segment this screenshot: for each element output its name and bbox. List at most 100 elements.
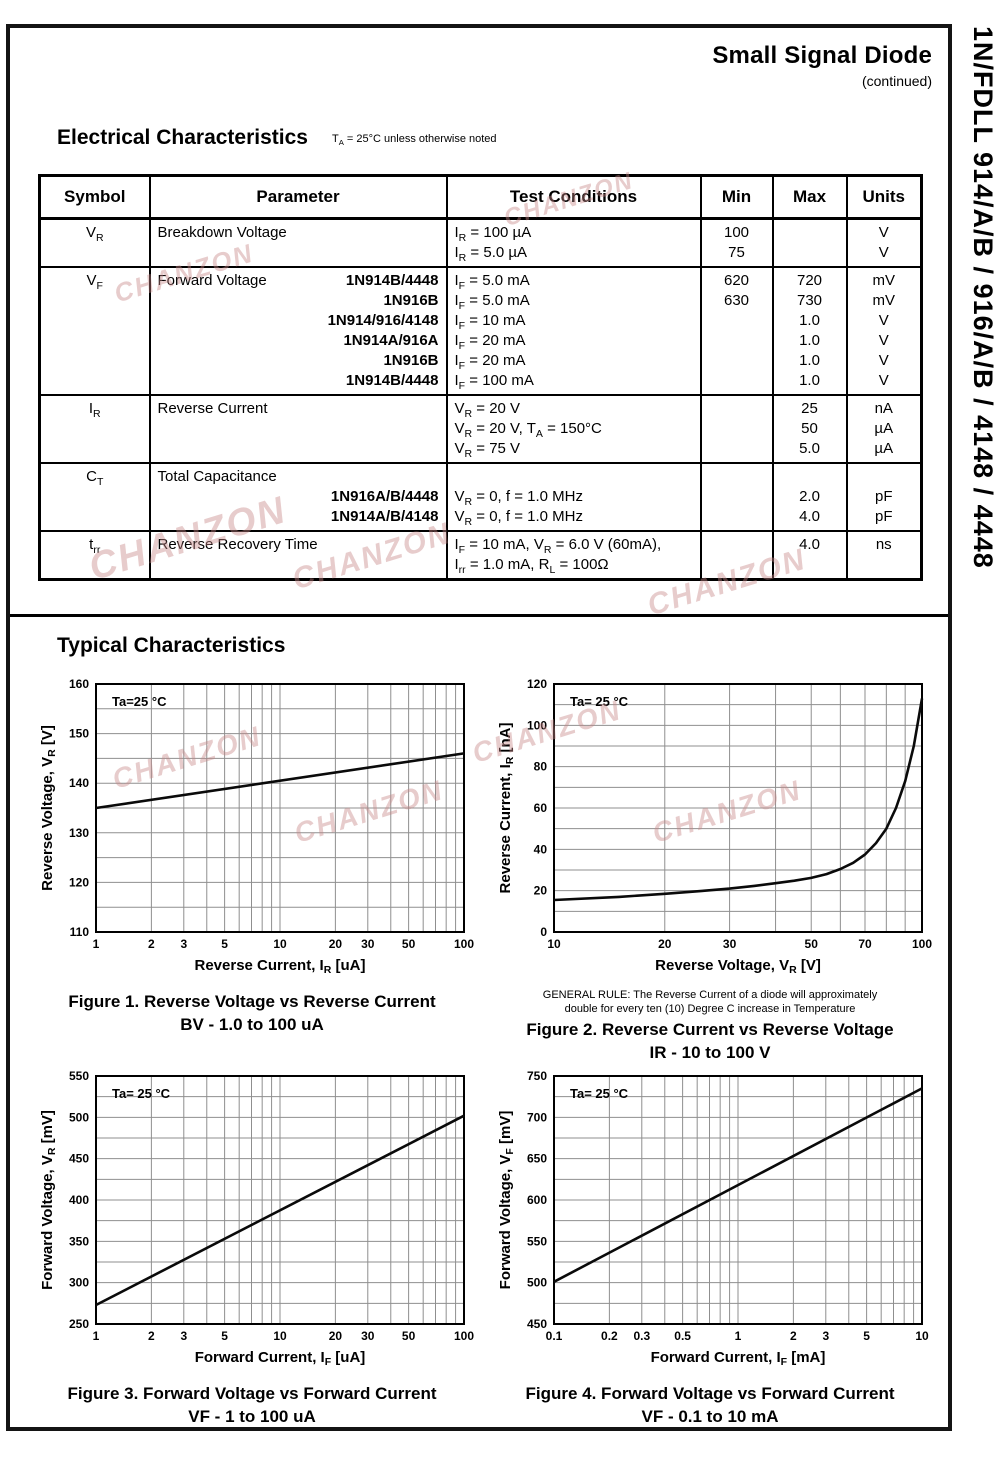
y-tick-label: 350 xyxy=(69,1234,89,1248)
electrical-characteristics-heading: Electrical Characteristics TA = 25°C unle… xyxy=(57,126,497,150)
device-name: 1N914A/916A xyxy=(343,332,439,349)
page-header: Small Signal Diode (continued) xyxy=(712,42,932,89)
y-tick-label: 600 xyxy=(527,1193,547,1207)
figure-4-caption-line: VF - 0.1 to 10 mA xyxy=(641,1407,779,1426)
max-cell: 2.0 4.0 xyxy=(771,463,848,531)
x-tick-label: 10 xyxy=(273,1329,287,1343)
parameter-cell: Reverse Recovery Time xyxy=(148,531,448,580)
test-conditions-cell: VR = 0, f = 1.0 MHz VR = 0, f = 1.0 MHz xyxy=(445,463,702,531)
x-tick-label: 10 xyxy=(273,937,287,951)
test-conditions-cell: VR = 20 V VR = 20 V, TA = 150°C VR = 75 V xyxy=(445,395,702,463)
x-axis-label: Reverse Voltage, VR [V] xyxy=(655,957,821,976)
min-cell xyxy=(699,463,774,531)
x-tick-label: 70 xyxy=(858,937,872,951)
figure-3-chart: 1 2 3 5 10 20 30 50 100 250 300 350 400 450 500 550 Ta= … xyxy=(39,1069,474,1368)
units-cell: ns xyxy=(845,531,923,580)
x-tick-label: 1 xyxy=(93,937,100,951)
x-axis-label: Reverse Current, IR [uA] xyxy=(195,957,366,976)
y-tick-label: 650 xyxy=(527,1152,547,1166)
test-conditions-cell: IF = 5.0 mA IF = 5.0 mA IF = 10 mA IF = 20 … xyxy=(445,267,702,395)
parameter-name: Reverse Recovery Time xyxy=(157,536,318,553)
x-tick-label: 30 xyxy=(723,937,737,951)
y-tick-label: 250 xyxy=(69,1317,89,1331)
section-title-electrical: Electrical Characteristics xyxy=(57,126,308,149)
figures-grid: 1 2 3 5 10 20 30 50 100 110 120 130 140 150 160 Ta=25 °… xyxy=(24,676,942,1460)
y-tick-label: 450 xyxy=(527,1317,547,1331)
figure-3-caption-line: VF - 1 to 100 uA xyxy=(188,1407,316,1426)
min-cell: 620 630 xyxy=(699,267,774,395)
y-tick-label: 110 xyxy=(70,925,90,939)
x-tick-label: 10 xyxy=(915,1329,929,1343)
plot-border xyxy=(553,1075,923,1325)
x-tick-label: 50 xyxy=(402,937,416,951)
device-name: 1N914A/B/4148 xyxy=(330,508,439,525)
table-row: CT Total Capacitance 1N916A/B/4448 1N914A/B… xyxy=(38,463,923,531)
y-tick-label: 450 xyxy=(69,1152,89,1166)
device-name: 1N914B/4448 xyxy=(345,372,439,389)
parameter-name: Reverse Current xyxy=(157,400,268,417)
table-row: trr Reverse Recovery Time IF = 10 mA, VR =… xyxy=(38,531,923,580)
units-cell: nA µA µA xyxy=(845,395,923,463)
column-header-test-conditions: Test Conditions xyxy=(445,175,702,219)
figure-3-caption: Figure 3. Forward Voltage vs Forward Cur… xyxy=(24,1382,480,1428)
x-tick-label: 20 xyxy=(329,1329,343,1343)
parameter-cell: Total Capacitance 1N916A/B/4448 1N914A/B/4… xyxy=(148,463,448,531)
figure-4-caption-line: Figure 4. Forward Voltage vs Forward Cur… xyxy=(525,1384,895,1403)
section-divider xyxy=(10,614,948,617)
test-conditions-cell: IR = 100 µA IR = 5.0 µA xyxy=(445,218,702,267)
x-tick-label: 5 xyxy=(221,1329,228,1343)
figure-2-caption-line: Figure 2. Reverse Current vs Reverse Vol… xyxy=(526,1020,894,1039)
y-tick-label: 40 xyxy=(534,842,548,856)
symbol-cell: IR xyxy=(38,395,151,463)
figure-4: 0.1 0.2 0.3 0.5 1 2 3 5 10 450 500 550 600 650 700 750 T… xyxy=(482,1068,938,1460)
figure-1-caption: Figure 1. Reverse Voltage vs Reverse Cur… xyxy=(24,990,480,1036)
min-cell: 100 75 xyxy=(699,218,774,267)
figure-2-caption-line: IR - 10 to 100 V xyxy=(649,1043,771,1062)
y-tick-label: 60 xyxy=(534,801,548,815)
max-cell: 4.0 xyxy=(771,531,848,580)
x-tick-label: 30 xyxy=(361,1329,375,1343)
page-subtitle-continued: (continued) xyxy=(861,73,932,89)
parameter-name: Breakdown Voltage xyxy=(157,224,287,241)
x-tick-label: 10 xyxy=(547,937,561,951)
y-tick-label: 750 xyxy=(527,1069,547,1083)
plot-border xyxy=(95,1075,465,1325)
page-title: Small Signal Diode xyxy=(712,42,932,69)
figure-2-general-rule-note: GENERAL RULE: The Reverse Current of a d… xyxy=(542,989,878,1001)
device-name: 1N914/916/4148 xyxy=(327,312,439,329)
y-tick-label: 160 xyxy=(69,677,89,691)
x-tick-label: 3 xyxy=(180,937,187,951)
y-tick-label: 500 xyxy=(527,1276,547,1290)
x-tick-label: 2 xyxy=(148,937,155,951)
y-tick-label: 500 xyxy=(69,1110,89,1124)
x-tick-label: 3 xyxy=(180,1329,187,1343)
x-axis-label: Forward Current, IF [uA] xyxy=(195,1349,366,1368)
y-tick-label: 700 xyxy=(527,1110,547,1124)
figure-4-chart: 0.1 0.2 0.3 0.5 1 2 3 5 10 450 500 550 600 650 700 750 T… xyxy=(497,1069,929,1368)
part-number-vertical: 1N/FDLL 914/A/B / 916/A/B / 4148 / 4448 xyxy=(968,26,998,569)
x-tick-label: 1 xyxy=(93,1329,100,1343)
x-tick-label: 20 xyxy=(658,937,672,951)
x-tick-label: 1 xyxy=(735,1329,742,1343)
figure-3-caption-line: Figure 3. Forward Voltage vs Forward Cur… xyxy=(67,1384,437,1403)
device-name: 1N916B xyxy=(383,352,439,369)
symbol-cell: trr xyxy=(38,531,151,580)
max-cell: 720 730 1.0 1.0 1.0 1.0 xyxy=(771,267,848,395)
x-tick-label: 100 xyxy=(454,937,474,951)
max-cell xyxy=(771,218,848,267)
device-name: 1N916A/B/4448 xyxy=(330,488,439,505)
y-tick-label: 400 xyxy=(69,1193,89,1207)
figure-4-data-line xyxy=(553,1087,923,1283)
y-tick-label: 20 xyxy=(534,884,548,898)
x-tick-label: 30 xyxy=(361,937,375,951)
x-tick-label: 50 xyxy=(402,1329,416,1343)
column-header-min: Min xyxy=(699,175,774,219)
column-header-max: Max xyxy=(771,175,848,219)
y-tick-label: 150 xyxy=(69,727,89,741)
x-tick-label: 2 xyxy=(790,1329,797,1343)
typical-characteristics-heading: Typical Characteristics xyxy=(57,634,285,658)
y-axis-label: Forward Voltage, VF [mV] xyxy=(497,1111,516,1290)
plot-border xyxy=(553,683,923,933)
parameter-name: Total Capacitance xyxy=(157,468,277,485)
y-axis-label: Forward Voltage, VR [mV] xyxy=(39,1110,58,1290)
